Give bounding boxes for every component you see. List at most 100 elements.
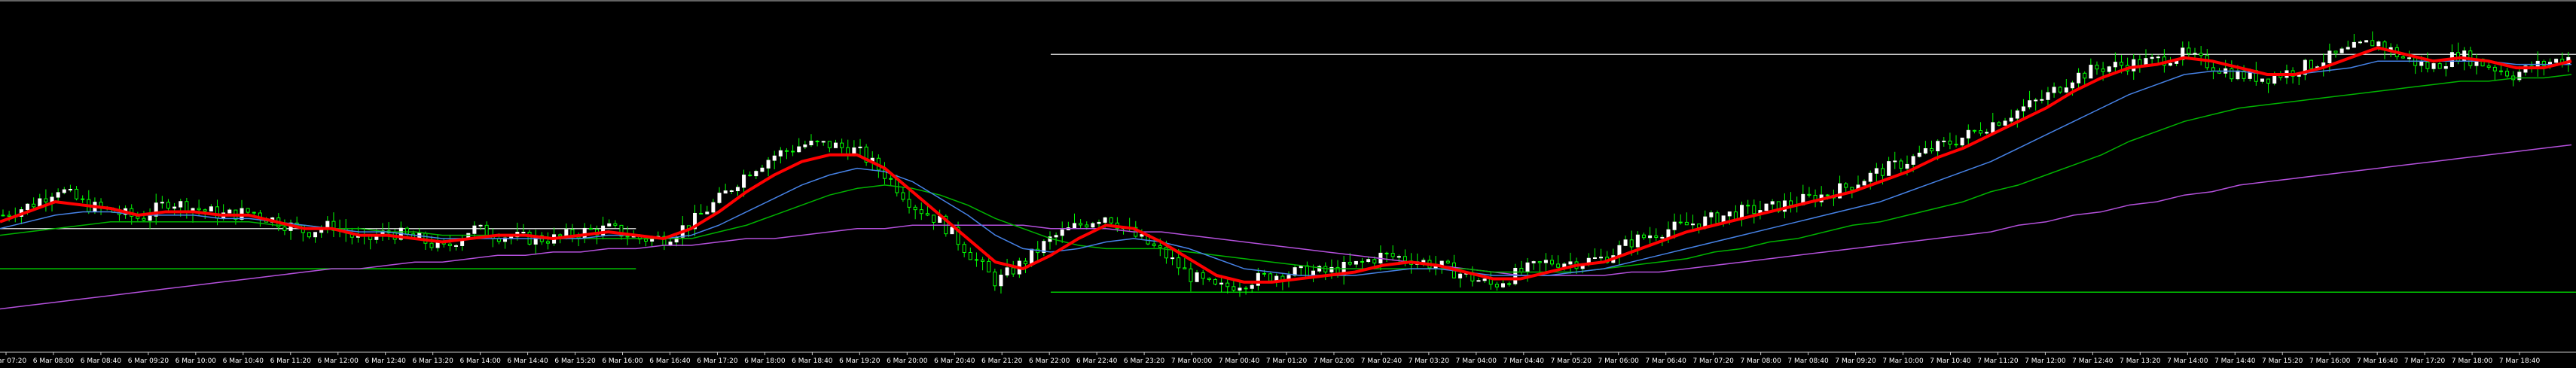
candle[interactable] — [748, 171, 752, 177]
candle[interactable] — [1073, 213, 1076, 230]
candle[interactable] — [545, 232, 550, 250]
candle[interactable] — [766, 157, 771, 177]
candle[interactable] — [2021, 99, 2025, 118]
candle[interactable] — [705, 205, 710, 214]
candle[interactable] — [827, 141, 832, 153]
candle[interactable] — [950, 227, 954, 235]
candle[interactable] — [1458, 271, 1463, 288]
candle[interactable] — [889, 175, 893, 186]
candle[interactable] — [2266, 78, 2271, 93]
candle[interactable] — [1494, 281, 1499, 291]
candle[interactable] — [2333, 50, 2338, 58]
candle[interactable] — [699, 204, 704, 214]
candle[interactable] — [1109, 217, 1113, 225]
candle[interactable] — [1948, 132, 1952, 150]
candle[interactable] — [968, 247, 972, 260]
candle[interactable] — [2505, 68, 2510, 78]
candle[interactable] — [1232, 279, 1236, 292]
candle[interactable] — [864, 144, 868, 166]
candle[interactable] — [1390, 245, 1395, 261]
candle[interactable] — [313, 232, 318, 243]
candle[interactable] — [956, 221, 960, 251]
candle[interactable] — [1782, 193, 1787, 219]
candle[interactable] — [1170, 248, 1175, 266]
candle[interactable] — [693, 205, 697, 236]
candle[interactable] — [1641, 233, 1646, 240]
candle[interactable] — [1678, 214, 1683, 225]
candle[interactable] — [1807, 187, 1811, 198]
candle[interactable] — [723, 184, 728, 194]
candle[interactable] — [932, 214, 936, 230]
candle[interactable] — [2443, 62, 2448, 77]
candle[interactable] — [2046, 87, 2050, 107]
candle[interactable] — [840, 138, 844, 154]
candle[interactable] — [1256, 267, 1260, 291]
candle[interactable] — [1225, 277, 1230, 293]
candle[interactable] — [527, 230, 532, 246]
candle[interactable] — [1054, 232, 1058, 245]
candle[interactable] — [2150, 53, 2154, 65]
candle[interactable] — [1862, 179, 1866, 186]
candle[interactable] — [2077, 68, 2081, 89]
candle[interactable] — [588, 224, 593, 230]
candle[interactable] — [1, 209, 5, 217]
candle[interactable] — [472, 221, 477, 239]
candle[interactable] — [962, 242, 966, 257]
candle[interactable] — [179, 199, 183, 217]
candle[interactable] — [974, 252, 978, 267]
candle[interactable] — [1195, 269, 1199, 283]
candle[interactable] — [2040, 90, 2044, 104]
candle[interactable] — [2364, 40, 2369, 43]
candle[interactable] — [1899, 158, 1903, 174]
candle[interactable] — [2352, 33, 2356, 48]
candle[interactable] — [1972, 129, 1976, 134]
candle[interactable] — [791, 144, 795, 157]
candle[interactable] — [760, 164, 765, 173]
candle[interactable] — [1568, 252, 1573, 274]
candle[interactable] — [56, 188, 60, 203]
candle[interactable] — [2260, 78, 2264, 84]
candle[interactable] — [1672, 213, 1677, 239]
candle[interactable] — [1930, 140, 1934, 154]
candle[interactable] — [2303, 59, 2307, 81]
candle[interactable] — [1966, 124, 1970, 145]
candle[interactable] — [32, 197, 36, 208]
candle[interactable] — [282, 219, 287, 236]
candle[interactable] — [1317, 264, 1322, 273]
candle[interactable] — [1445, 259, 1450, 264]
candle[interactable] — [1917, 145, 1921, 158]
candle[interactable] — [711, 199, 716, 215]
candle[interactable] — [1531, 260, 1536, 270]
candle[interactable] — [735, 184, 740, 196]
candle[interactable] — [1985, 129, 1989, 135]
candle[interactable] — [2058, 86, 2062, 94]
candle[interactable] — [1746, 199, 1750, 214]
candle[interactable] — [858, 138, 862, 157]
candle[interactable] — [154, 193, 158, 225]
candle[interactable] — [2083, 71, 2087, 87]
candle[interactable] — [148, 208, 152, 230]
candle[interactable] — [1354, 260, 1358, 268]
candle[interactable] — [754, 169, 758, 180]
candle[interactable] — [75, 186, 79, 201]
candle[interactable] — [1684, 212, 1689, 226]
candle[interactable] — [81, 195, 85, 203]
candle[interactable] — [1654, 228, 1659, 242]
candle[interactable] — [1789, 192, 1793, 213]
candle[interactable] — [1942, 137, 1946, 147]
candle[interactable] — [901, 187, 905, 202]
candle[interactable] — [1543, 253, 1548, 272]
candle[interactable] — [2089, 58, 2093, 79]
candle[interactable] — [821, 140, 826, 146]
candle[interactable] — [1770, 199, 1775, 212]
candle[interactable] — [1690, 214, 1695, 232]
candle[interactable] — [607, 219, 612, 227]
candle[interactable] — [1238, 279, 1242, 297]
candle[interactable] — [2309, 59, 2313, 71]
candle[interactable] — [919, 202, 923, 220]
candle[interactable] — [778, 147, 783, 164]
candle[interactable] — [2425, 52, 2430, 73]
candle[interactable] — [2028, 90, 2032, 110]
candle[interactable] — [1709, 210, 1714, 227]
candle[interactable] — [1244, 286, 1248, 295]
